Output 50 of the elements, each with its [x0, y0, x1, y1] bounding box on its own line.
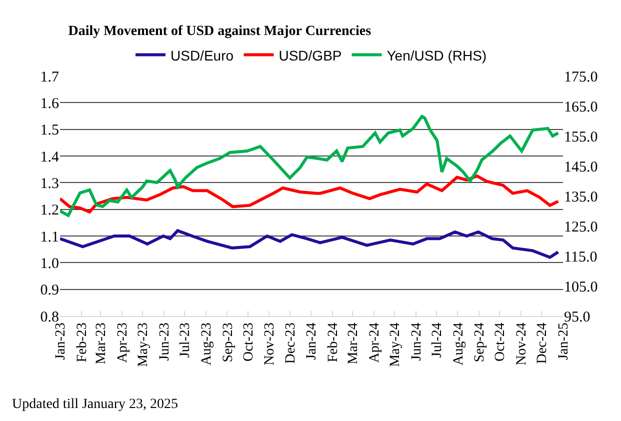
x-tick-label: Apr-24	[367, 322, 382, 363]
y-tick-label: 1.1	[40, 229, 59, 246]
x-tick-label: Jan-23	[54, 322, 69, 360]
x-tick-label: Jun-23	[157, 322, 172, 361]
y2-tick-label: 165.0	[564, 99, 598, 116]
legend-label: Yen/USD (RHS)	[386, 47, 487, 64]
x-tick-label: Aug-24	[451, 322, 466, 366]
y2-tick-label: 125.0	[564, 219, 598, 236]
legend-label: USD/GBP	[278, 47, 342, 64]
y2-tick-label: 145.0	[564, 159, 598, 176]
x-tick-label: Nov-23	[262, 322, 278, 366]
x-tick-label: Jan-25	[556, 322, 572, 360]
legend-label: USD/Euro	[170, 47, 234, 64]
y-tick-label: 1.3	[40, 176, 59, 192]
x-tick-label: Sep-23	[220, 322, 236, 362]
x-tick-label: Jul-23	[178, 322, 194, 358]
x-tick-label: May-23	[136, 322, 152, 367]
x-tick-label: May-24	[388, 322, 403, 367]
x-tick-label: Feb-23	[74, 322, 90, 362]
line-series	[60, 229, 560, 259]
chart-title: Daily Movement of USD against Major Currencies	[68, 24, 372, 40]
y-tick-label: 1.6	[40, 96, 60, 112]
x-tick-label: Mar-24	[346, 322, 361, 364]
x-tick-label: Jul-24	[430, 322, 445, 358]
text: Updated till January 23, 2025	[12, 397, 178, 412]
y-tick-label: 1.7	[40, 69, 60, 86]
y-tick-label: 1.0	[40, 256, 59, 272]
y-tick-label: 1.4	[40, 149, 60, 166]
y2-tick-label: 175.0	[564, 69, 598, 86]
x-tick-label: Sep-24	[472, 322, 488, 362]
x-tick-label: Dec-24	[535, 322, 550, 364]
x-tick-label: Dec-23	[283, 322, 298, 364]
y-tick-label: 1.2	[40, 202, 59, 219]
y2-tick-label: 105.0	[564, 279, 598, 296]
x-tick-label: Oct-24	[493, 322, 508, 362]
y-tick-label: 1.5	[40, 122, 59, 139]
y2-tick-label: 135.0	[564, 189, 598, 206]
line-series	[60, 115, 560, 217]
x-tick-label: Feb-24	[326, 322, 342, 362]
y-tick-label: 0.9	[40, 282, 59, 299]
y2-tick-label: 115.0	[564, 249, 598, 266]
line-series	[60, 174, 560, 214]
x-tick-label: Nov-24	[514, 322, 530, 366]
x-tick-label: Aug-23	[199, 322, 214, 366]
y2-tick-label: 155.0	[564, 129, 598, 146]
x-tick-label: Jan-24	[304, 322, 320, 360]
x-tick-label: Jun-24	[409, 322, 424, 361]
x-tick-label: Mar-23	[94, 322, 110, 364]
x-tick-label: Apr-23	[115, 322, 130, 363]
x-tick-label: Oct-23	[241, 322, 256, 362]
